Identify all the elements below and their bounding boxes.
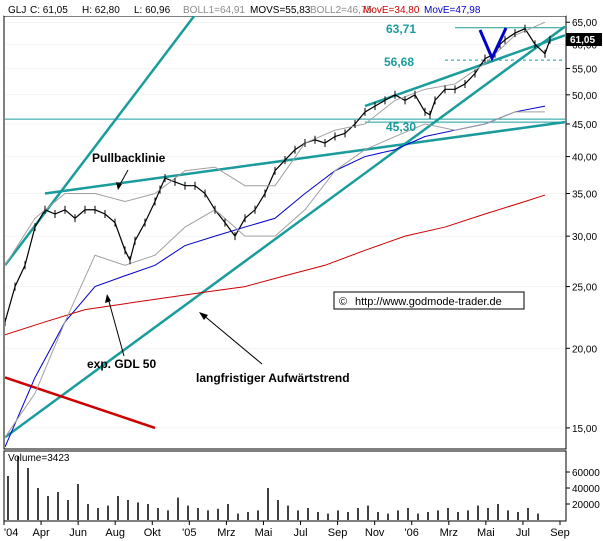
series-line-gdl200 <box>5 194 546 336</box>
pullback-label: Pullbacklinie <box>92 151 166 165</box>
time-tick-label: '05 <box>182 527 196 539</box>
trend-arrow <box>201 313 263 365</box>
time-tick-label: Apr <box>33 527 50 539</box>
time-tick-label: Mai <box>477 527 495 539</box>
time-tick-label: Nov <box>365 527 385 539</box>
level-high-label: 63,71 <box>386 22 416 36</box>
level-mid-label: 56,68 <box>384 55 414 69</box>
time-tick-label: '06 <box>405 527 419 539</box>
trendline-channel_up <box>364 34 565 108</box>
time-tick-label: Jul <box>516 527 530 539</box>
trendline-pullback <box>44 120 565 195</box>
gdl-arrowhead <box>105 294 111 303</box>
volume-tick-label: 40000 <box>572 484 600 495</box>
trendline-red_down <box>5 376 156 430</box>
time-tick-label: Okt <box>144 527 161 539</box>
price-tick-label: 15,00 <box>572 424 597 435</box>
price-tick-label: 50,00 <box>572 91 597 102</box>
series-line-boll_lower <box>5 111 545 438</box>
price-tick-label: 20,00 <box>572 344 597 355</box>
header-movs: MOVS=55,83 <box>250 5 311 16</box>
trendline-long_up <box>5 25 565 439</box>
time-tick-label: Sep <box>550 527 570 539</box>
time-tick-label: Jul <box>294 527 308 539</box>
series-line-boll_upper <box>5 21 546 266</box>
copyright-box <box>333 291 525 310</box>
price-tick-label: 65,00 <box>572 18 597 29</box>
header-symbol: GLJ <box>8 5 26 16</box>
copyright-symbol: © <box>339 296 347 308</box>
last-price-tag-bg <box>566 33 602 46</box>
time-tick-label: Mrz <box>217 527 235 539</box>
pullback-arrowhead <box>116 182 122 190</box>
last-price-tag: 61,05 <box>570 35 595 46</box>
time-axis: '04 Apr Jun Aug Okt '05 Mrz Mai Jul Sep Nov '06 Mrz M… <box>3 521 570 539</box>
header-boll2: BOLL2=46,75 <box>310 5 372 16</box>
time-tick-label: Aug <box>105 527 125 539</box>
time-tick-label: Sep <box>328 527 348 539</box>
gdl-arrow <box>107 297 125 357</box>
volume-tick-label: 60000 <box>572 468 600 479</box>
volume-tick-label: 20000 <box>572 500 600 511</box>
header-bar <box>4 2 566 16</box>
price-tick-label: 30,00 <box>572 232 597 243</box>
header-move-red: MovE=34,80 <box>363 5 420 16</box>
price-tick-label: 25,00 <box>572 283 597 294</box>
price-tick-label: 40,00 <box>572 153 597 164</box>
level-low-label: 45,30 <box>386 120 416 134</box>
series-lines <box>5 21 551 447</box>
trend-label: langfristiger Aufwärtstrend <box>196 371 350 385</box>
price-tick-label: 35,00 <box>572 189 597 200</box>
copyright-url: http://www.godmode-trader.de <box>355 296 502 308</box>
header-move-blue: MovE=47,98 <box>424 5 481 16</box>
header-boll1: BOLL1=64,91 <box>183 5 245 16</box>
time-tick-label: Mai <box>255 527 273 539</box>
gdl-label: exp. GDL 50 <box>87 357 156 371</box>
time-tick-label: '04 <box>4 527 18 539</box>
volume-bars <box>7 456 539 520</box>
price-tick-label: 55,00 <box>572 64 597 75</box>
trend-arrowhead <box>199 312 208 320</box>
forecast-v-mark <box>478 27 508 62</box>
volume-label: Volume=3423 <box>8 453 70 464</box>
price-tick-label: 45,00 <box>572 120 597 131</box>
header-close: C: 61,05 <box>30 5 68 16</box>
volume-panel <box>3 450 567 522</box>
time-tick-label: Mrz <box>440 527 458 539</box>
series-line-price <box>5 27 551 323</box>
header-high: H: 62,80 <box>82 5 120 16</box>
header-low: L: 60,96 <box>134 5 171 16</box>
volume-axis: 60000 40000 20000 <box>566 468 600 511</box>
time-tick-label: Jun <box>69 527 87 539</box>
